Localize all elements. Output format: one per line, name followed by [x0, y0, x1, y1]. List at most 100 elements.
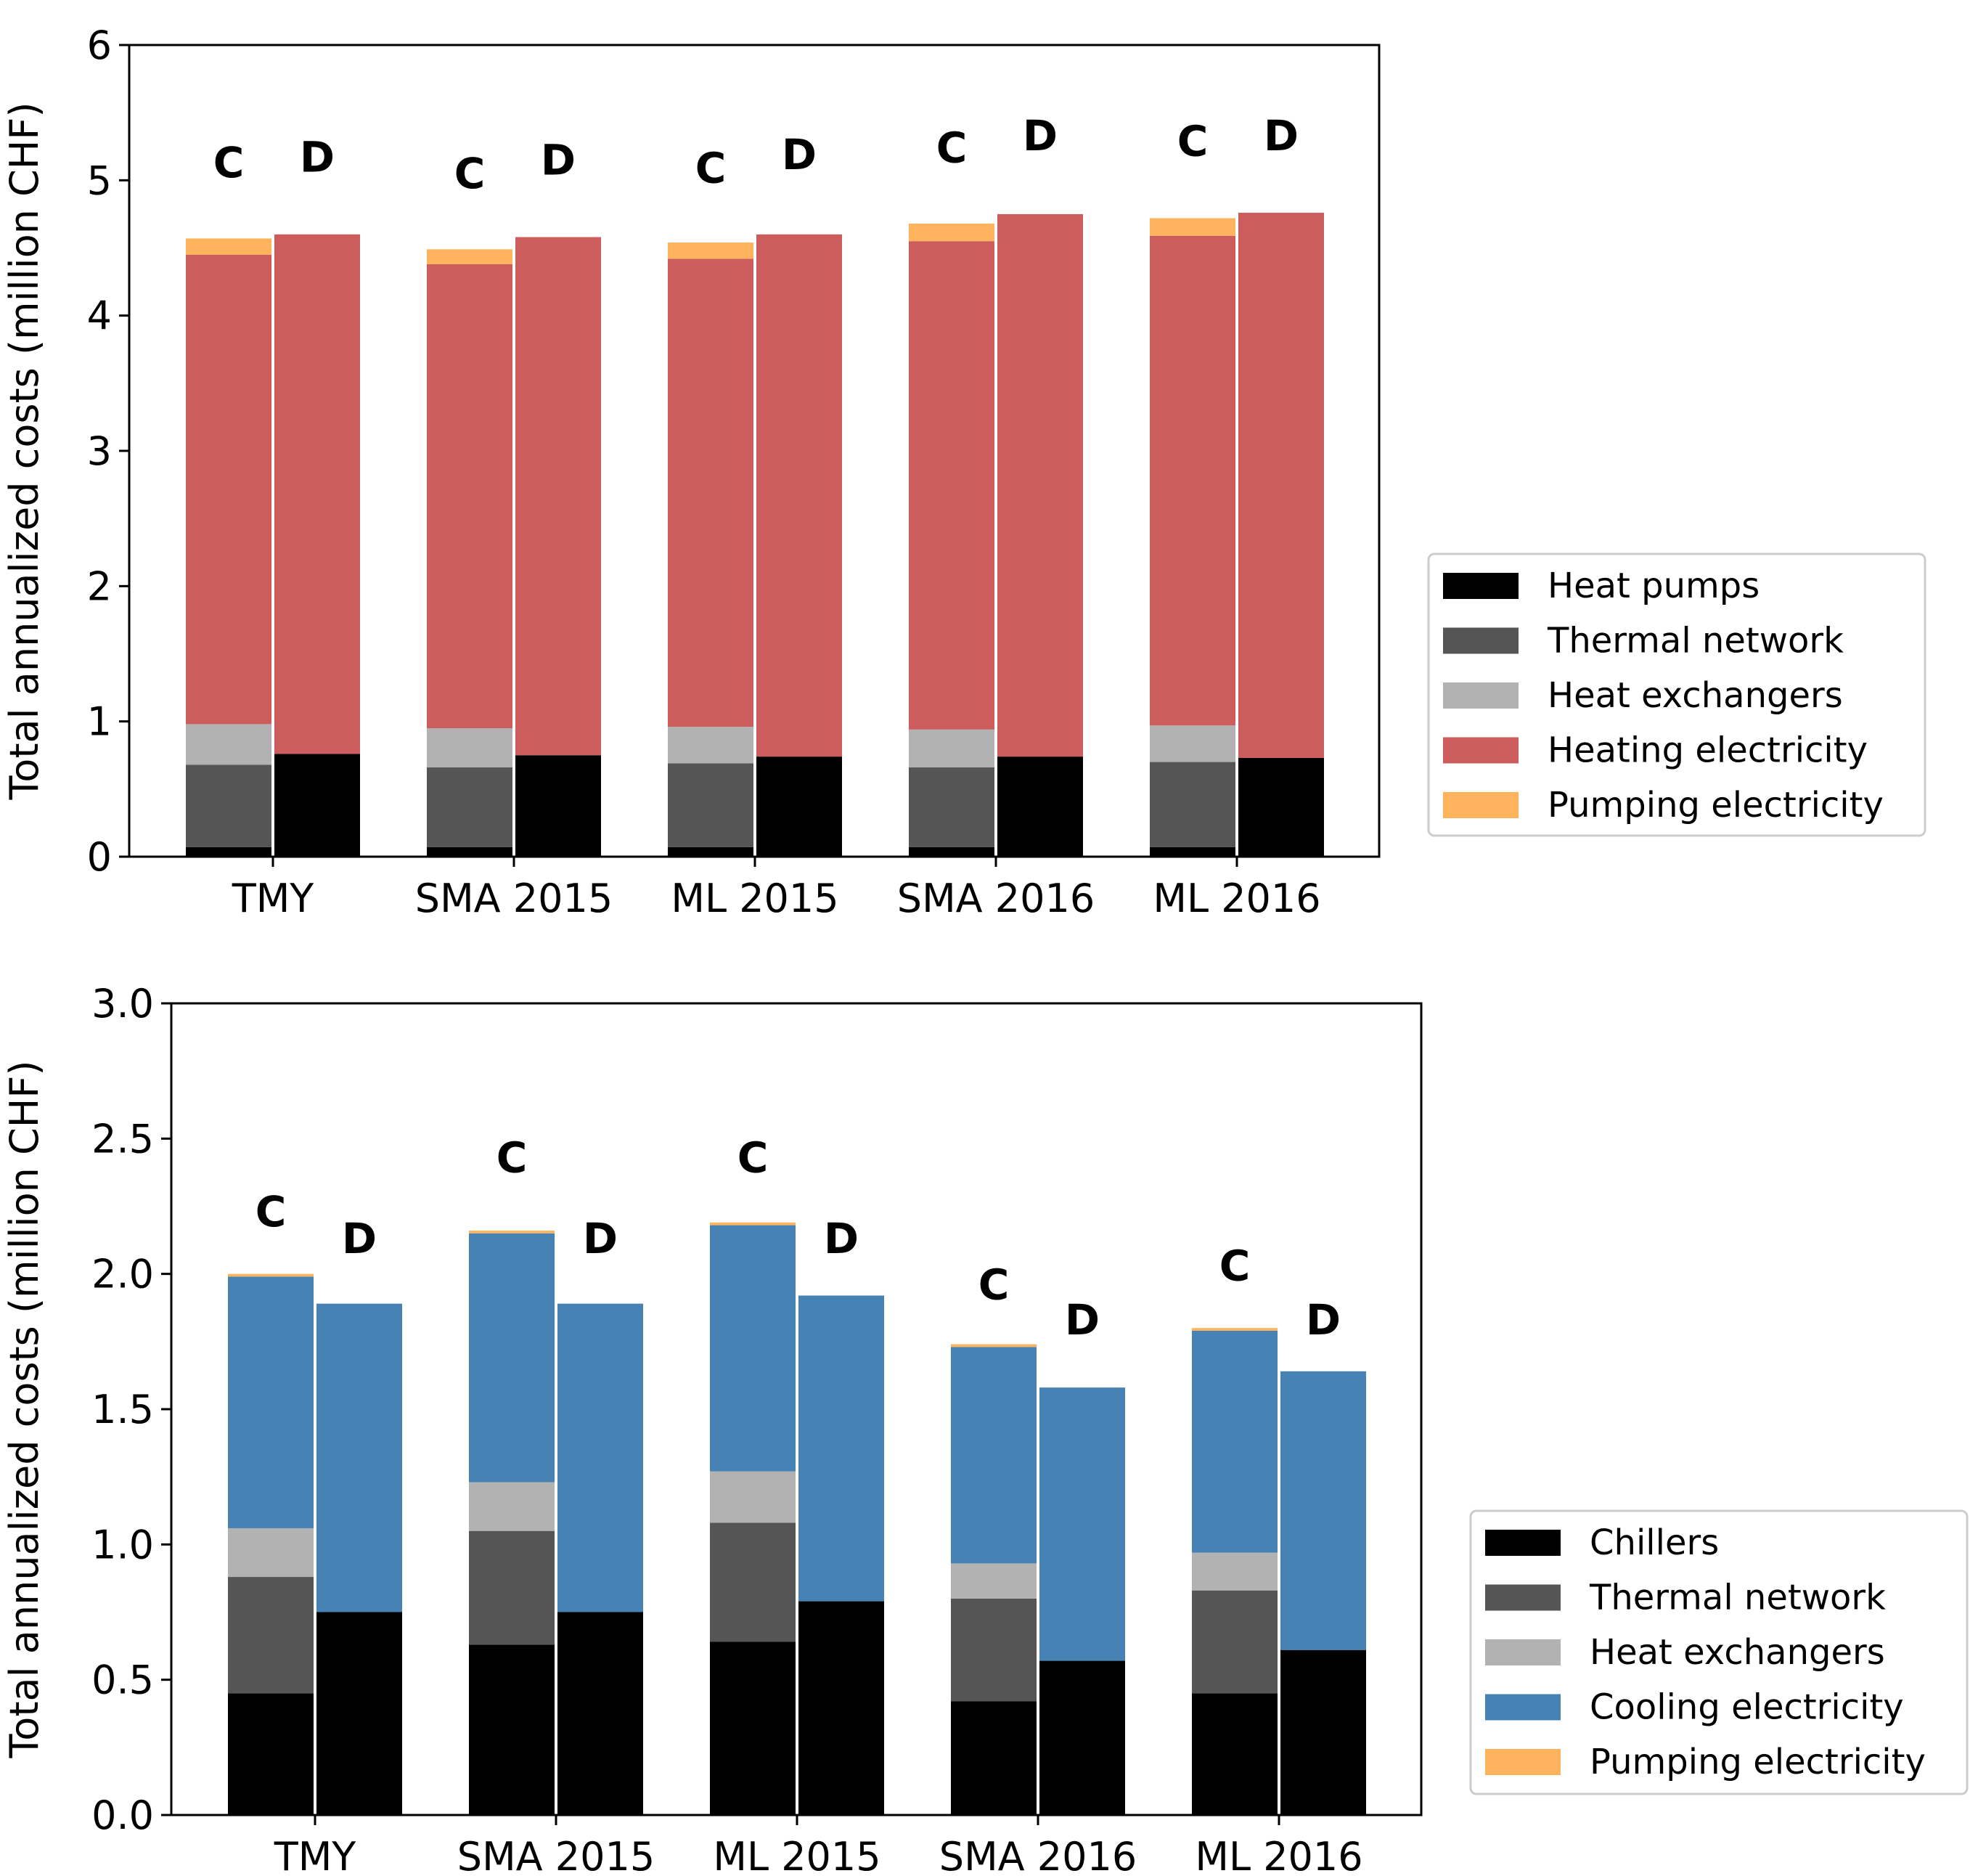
legend-swatch-pumping: [1485, 1749, 1561, 1775]
bar-c-5-base: [1150, 847, 1235, 857]
y-tick-label-6: 3.0: [91, 981, 154, 1027]
bar-c-3-network: [668, 763, 753, 847]
bar-c-4-electricity: [951, 1347, 1037, 1564]
bar-c-5-base: [1192, 1693, 1278, 1815]
bar-d-5-electricity: [1238, 213, 1324, 758]
x-tick-label-1: TMY: [274, 1834, 357, 1876]
bar-label-c-3: C: [737, 1133, 769, 1182]
bar-label-c-4: C: [936, 123, 968, 173]
bar-d-3-base: [756, 756, 842, 857]
bar-label-d-4: D: [1065, 1295, 1100, 1345]
x-tick-label-5: ML 2016: [1153, 876, 1320, 921]
cooling-cost-chart: C D TMY C D SMA 2015 C D ML 2015 C D SMA 2016 C D ML 2…: [1, 981, 1969, 1876]
bar-c-3-electricity: [710, 1225, 796, 1472]
bar-c-1-network: [228, 1577, 314, 1694]
bar-c-1-pumping: [186, 238, 271, 255]
x-tick-label-4: SMA 2016: [939, 1834, 1137, 1876]
x-tick-label-3: ML 2015: [671, 876, 838, 921]
bar-d-1-base: [274, 754, 360, 857]
bar-label-c-2: C: [454, 149, 486, 198]
bar-c-4-base: [951, 1701, 1037, 1815]
bar-c-5-pumping: [1192, 1328, 1278, 1331]
y-tick-label-5: 5: [87, 158, 112, 203]
legend-swatch-electricity: [1443, 737, 1519, 764]
legend-swatch-network: [1485, 1584, 1561, 1611]
legend-label-pumping: Pumping electricity: [1590, 1742, 1926, 1782]
bar-c-2-exchangers: [469, 1482, 555, 1531]
bar-c-4-exchangers: [951, 1563, 1037, 1599]
x-tick-label-5: ML 2016: [1195, 1834, 1362, 1876]
bar-c-2-network: [469, 1530, 555, 1645]
legend-box: [1469, 1509, 1969, 1795]
bar-label-d-3: D: [782, 130, 817, 179]
bar-c-4-network: [909, 767, 994, 847]
bar-c-2-electricity: [427, 264, 512, 728]
bar-c-5-network: [1192, 1590, 1278, 1694]
bar-label-c-5: C: [1219, 1241, 1251, 1290]
bar-c-2-base: [427, 847, 512, 857]
bar-label-d-4: D: [1023, 111, 1058, 160]
y-axis-label: Total annualized costs (million CHF): [1, 1060, 47, 1758]
bar-c-1-base: [186, 847, 271, 857]
bar-c-5-electricity: [1192, 1330, 1278, 1553]
legend-swatch-network: [1443, 627, 1519, 654]
bar-c-4-base: [909, 847, 994, 857]
legend-swatch-electricity: [1485, 1694, 1561, 1721]
legend: Chillers Thermal network Heat exchangers Co…: [1469, 1509, 1969, 1795]
bar-d-1-base: [316, 1612, 402, 1815]
bar-c-4-electricity: [909, 241, 994, 730]
y-tick-label-3: 1.5: [91, 1387, 154, 1432]
y-tick-label-4: 4: [87, 293, 112, 339]
bar-c-1-electricity: [228, 1276, 314, 1528]
bar-d-4-base: [997, 756, 1083, 857]
bar-d-5-base: [1238, 757, 1324, 857]
bar-c-1-exchangers: [228, 1528, 314, 1578]
bar-label-c-3: C: [695, 144, 727, 193]
bar-label-c-5: C: [1177, 116, 1209, 166]
bar-d-4-electricity: [1039, 1387, 1125, 1661]
plot-frame: [170, 1002, 1423, 1816]
legend-swatch-pumping: [1443, 792, 1519, 818]
bar-c-5-exchangers: [1150, 725, 1235, 762]
bar-c-3-pumping: [710, 1222, 796, 1225]
legend-label-exchangers: Heat exchangers: [1548, 675, 1843, 716]
bar-d-5-electricity: [1280, 1371, 1366, 1650]
bar-label-d-2: D: [541, 135, 576, 184]
bar-c-3-network: [710, 1522, 796, 1642]
bar-label-d-2: D: [583, 1214, 618, 1263]
bar-c-3-base: [710, 1641, 796, 1815]
bar-label-c-4: C: [978, 1260, 1010, 1310]
y-tick-label-5: 2.5: [91, 1116, 154, 1162]
legend-label-electricity: Cooling electricity: [1590, 1687, 1904, 1728]
bar-d-5-base: [1280, 1649, 1366, 1815]
bar-d-3-electricity: [756, 234, 842, 757]
legend-swatch-exchangers: [1443, 682, 1519, 709]
y-axis-label: Total annualized costs (million CHF): [1, 102, 47, 800]
legend-label-exchangers: Heat exchangers: [1590, 1632, 1885, 1673]
bar-label-d-5: D: [1306, 1295, 1341, 1345]
bar-c-3-exchangers: [710, 1471, 796, 1523]
bar-label-d-5: D: [1264, 111, 1299, 160]
bar-c-5-electricity: [1150, 235, 1235, 726]
legend-label-network: Thermal network: [1589, 1578, 1886, 1618]
x-tick-label-3: ML 2015: [713, 1834, 880, 1876]
bar-c-5-pumping: [1150, 218, 1235, 236]
bar-c-1-base: [228, 1693, 314, 1815]
y-tick-label-0: 0.0: [91, 1793, 154, 1838]
bar-c-3-exchangers: [668, 727, 753, 764]
heating-cost-chart: C D TMY C D SMA 2015 C D ML 2015 C D SMA 2016 C D ML 2…: [1, 23, 1926, 921]
legend-box: [1427, 552, 1926, 837]
bar-c-5-exchangers: [1192, 1552, 1278, 1591]
bar-d-1-electricity: [274, 234, 360, 754]
bar-c-2-pumping: [427, 249, 512, 264]
bar-c-2-network: [427, 767, 512, 847]
x-tick-label-2: SMA 2015: [457, 1834, 655, 1876]
bar-d-2-base: [515, 755, 601, 857]
bar-label-c-1: C: [213, 138, 245, 187]
y-tick-label-0: 0: [87, 834, 112, 880]
bar-c-2-base: [469, 1644, 555, 1815]
bar-label-d-1: D: [300, 133, 335, 182]
y-tick-label-6: 6: [87, 23, 112, 68]
bar-label-d-1: D: [342, 1214, 377, 1263]
bar-c-3-pumping: [668, 242, 753, 259]
